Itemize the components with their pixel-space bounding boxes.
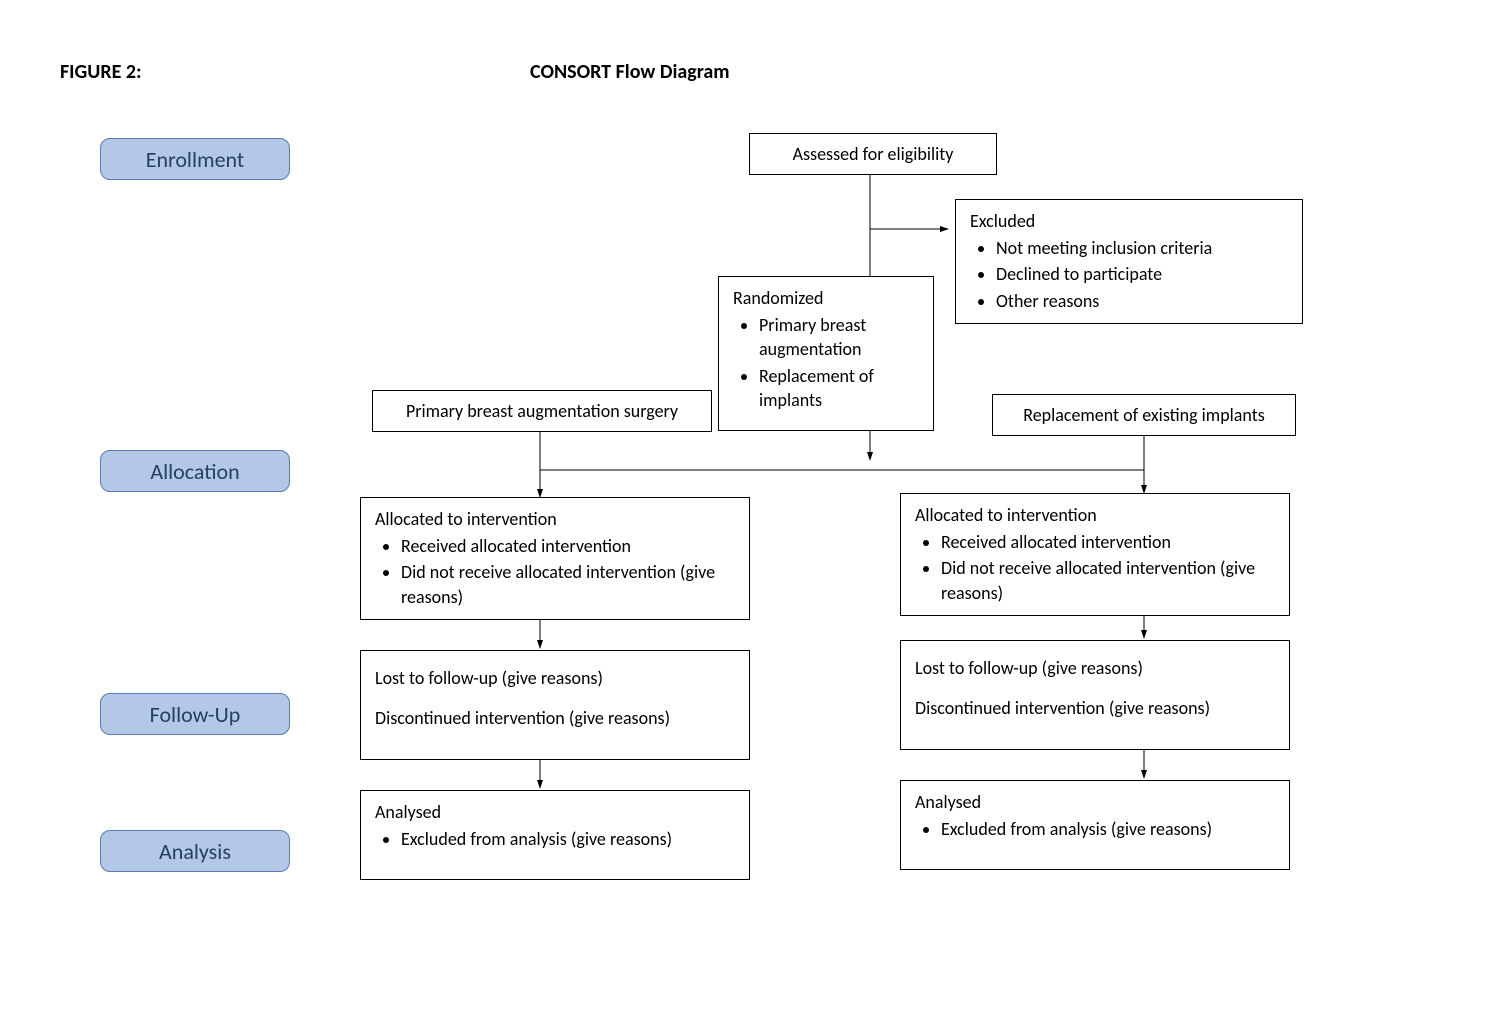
node-excluded: Excluded Not meeting inclusion criteria … bbox=[955, 199, 1303, 324]
analysed-item: Excluded from analysis (give reasons) bbox=[401, 827, 735, 851]
analysed-title: Analysed bbox=[375, 801, 735, 823]
excluded-title: Excluded bbox=[970, 210, 1288, 232]
excluded-item: Not meeting inclusion criteria bbox=[996, 236, 1288, 260]
alloc-item: Received allocated intervention bbox=[401, 534, 735, 558]
figure-label: FIGURE 2: bbox=[60, 60, 142, 84]
excluded-list: Not meeting inclusion criteria Declined … bbox=[970, 236, 1288, 313]
stage-allocation: Allocation bbox=[100, 450, 290, 492]
stage-followup: Follow-Up bbox=[100, 693, 290, 735]
node-assessed: Assessed for eligibility bbox=[749, 133, 997, 175]
alloc-item: Received allocated intervention bbox=[941, 530, 1275, 554]
followup-line1: Lost to follow-up (give reasons) bbox=[915, 657, 1275, 679]
node-arm-left: Primary breast augmentation surgery bbox=[372, 390, 712, 432]
node-alloc-right: Allocated to intervention Received alloc… bbox=[900, 493, 1290, 616]
alloc-list: Received allocated intervention Did not … bbox=[915, 530, 1275, 605]
randomized-item: Primary breast augmentation bbox=[759, 313, 919, 362]
alloc-title: Allocated to intervention bbox=[915, 504, 1275, 526]
node-followup-left: Lost to follow-up (give reasons) Discont… bbox=[360, 650, 750, 760]
diagram-title: CONSORT Flow Diagram bbox=[530, 60, 730, 84]
randomized-list: Primary breast augmentation Replacement … bbox=[733, 313, 919, 412]
excluded-item: Other reasons bbox=[996, 289, 1288, 313]
node-analysis-right: Analysed Excluded from analysis (give re… bbox=[900, 780, 1290, 870]
analysed-item: Excluded from analysis (give reasons) bbox=[941, 817, 1275, 841]
followup-line2: Discontinued intervention (give reasons) bbox=[375, 707, 735, 729]
excluded-item: Declined to participate bbox=[996, 262, 1288, 286]
node-alloc-left: Allocated to intervention Received alloc… bbox=[360, 497, 750, 620]
followup-line2: Discontinued intervention (give reasons) bbox=[915, 697, 1275, 719]
alloc-list: Received allocated intervention Did not … bbox=[375, 534, 735, 609]
node-randomized: Randomized Primary breast augmentation R… bbox=[718, 276, 934, 431]
analysed-list: Excluded from analysis (give reasons) bbox=[375, 827, 735, 851]
node-arm-right: Replacement of existing implants bbox=[992, 394, 1296, 436]
analysed-title: Analysed bbox=[915, 791, 1275, 813]
stage-enrollment: Enrollment bbox=[100, 138, 290, 180]
alloc-title: Allocated to intervention bbox=[375, 508, 735, 530]
node-analysis-left: Analysed Excluded from analysis (give re… bbox=[360, 790, 750, 880]
randomized-title: Randomized bbox=[733, 287, 919, 309]
randomized-item: Replacement of implants bbox=[759, 364, 919, 413]
followup-line1: Lost to follow-up (give reasons) bbox=[375, 667, 735, 689]
alloc-item: Did not receive allocated intervention (… bbox=[941, 556, 1275, 605]
stage-analysis: Analysis bbox=[100, 830, 290, 872]
node-followup-right: Lost to follow-up (give reasons) Discont… bbox=[900, 640, 1290, 750]
alloc-item: Did not receive allocated intervention (… bbox=[401, 560, 735, 609]
analysed-list: Excluded from analysis (give reasons) bbox=[915, 817, 1275, 841]
